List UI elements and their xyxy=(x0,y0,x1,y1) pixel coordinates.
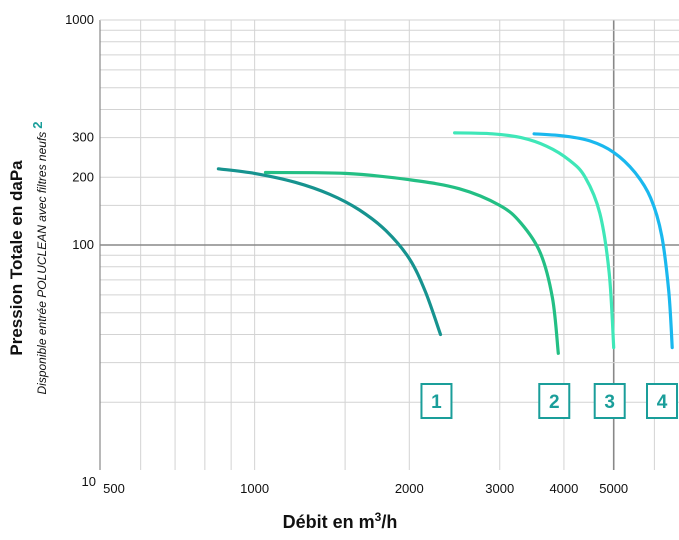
x-axis-label-superscript: 3 xyxy=(375,510,382,524)
x-axis-label-unit: /h xyxy=(381,512,397,532)
x-tick-label: 5000 xyxy=(599,481,628,496)
y-axis-sublabel: Disponible entrée POLUCLEAN avec filtres… xyxy=(30,121,49,394)
x-axis-label-text: Débit en m xyxy=(283,512,375,532)
curves xyxy=(216,131,674,355)
x-tick-label: 3000 xyxy=(485,481,514,496)
grid xyxy=(99,19,679,470)
series-line-2 xyxy=(263,170,560,355)
x-tick-label: 2000 xyxy=(395,481,424,496)
curve-label-text: 1 xyxy=(431,392,442,413)
curve-label-text: 2 xyxy=(549,392,560,413)
x-tick-label: 4000 xyxy=(549,481,578,496)
series-line-3 xyxy=(453,131,616,350)
curve-label-3: 3 xyxy=(593,383,626,419)
x-tick-label: 500 xyxy=(103,481,125,496)
curve-label-1: 1 xyxy=(420,383,453,419)
y-axis-label: Pression Totale en daPa xyxy=(7,160,26,356)
y-tick-label: 10 xyxy=(82,474,96,489)
curve-label-box xyxy=(646,383,678,419)
y-tick-label: 300 xyxy=(72,130,94,145)
curve-label-text: 3 xyxy=(604,392,615,413)
y-tick-label: 1000 xyxy=(65,12,94,27)
curve-label-box xyxy=(593,383,626,419)
curve-label-text: 4 xyxy=(657,392,668,413)
x-tick-label: 1000 xyxy=(240,481,269,496)
y-axis-sublabel-text: Disponible entrée POLUCLEAN avec filtres… xyxy=(35,132,49,395)
y-tick-label: 200 xyxy=(72,169,94,184)
curve-label-2: 2 xyxy=(538,383,571,419)
curve-labels: 1 2 3 4 xyxy=(420,383,678,419)
curve-label-box xyxy=(420,383,453,419)
curve-label-4: 4 xyxy=(646,383,678,419)
series-line-4 xyxy=(532,132,674,350)
axis-ticks: 500 1000 2000 3000 4000 5000 10 100 200 300 1000 xyxy=(65,12,628,496)
curve-label-box xyxy=(538,383,571,419)
series-line-1 xyxy=(216,167,443,337)
y-tick-label: 100 xyxy=(72,237,94,252)
x-axis-label: Débit en m3/h xyxy=(283,510,398,532)
y-axis-sublabel-marker: 2 xyxy=(30,121,45,128)
